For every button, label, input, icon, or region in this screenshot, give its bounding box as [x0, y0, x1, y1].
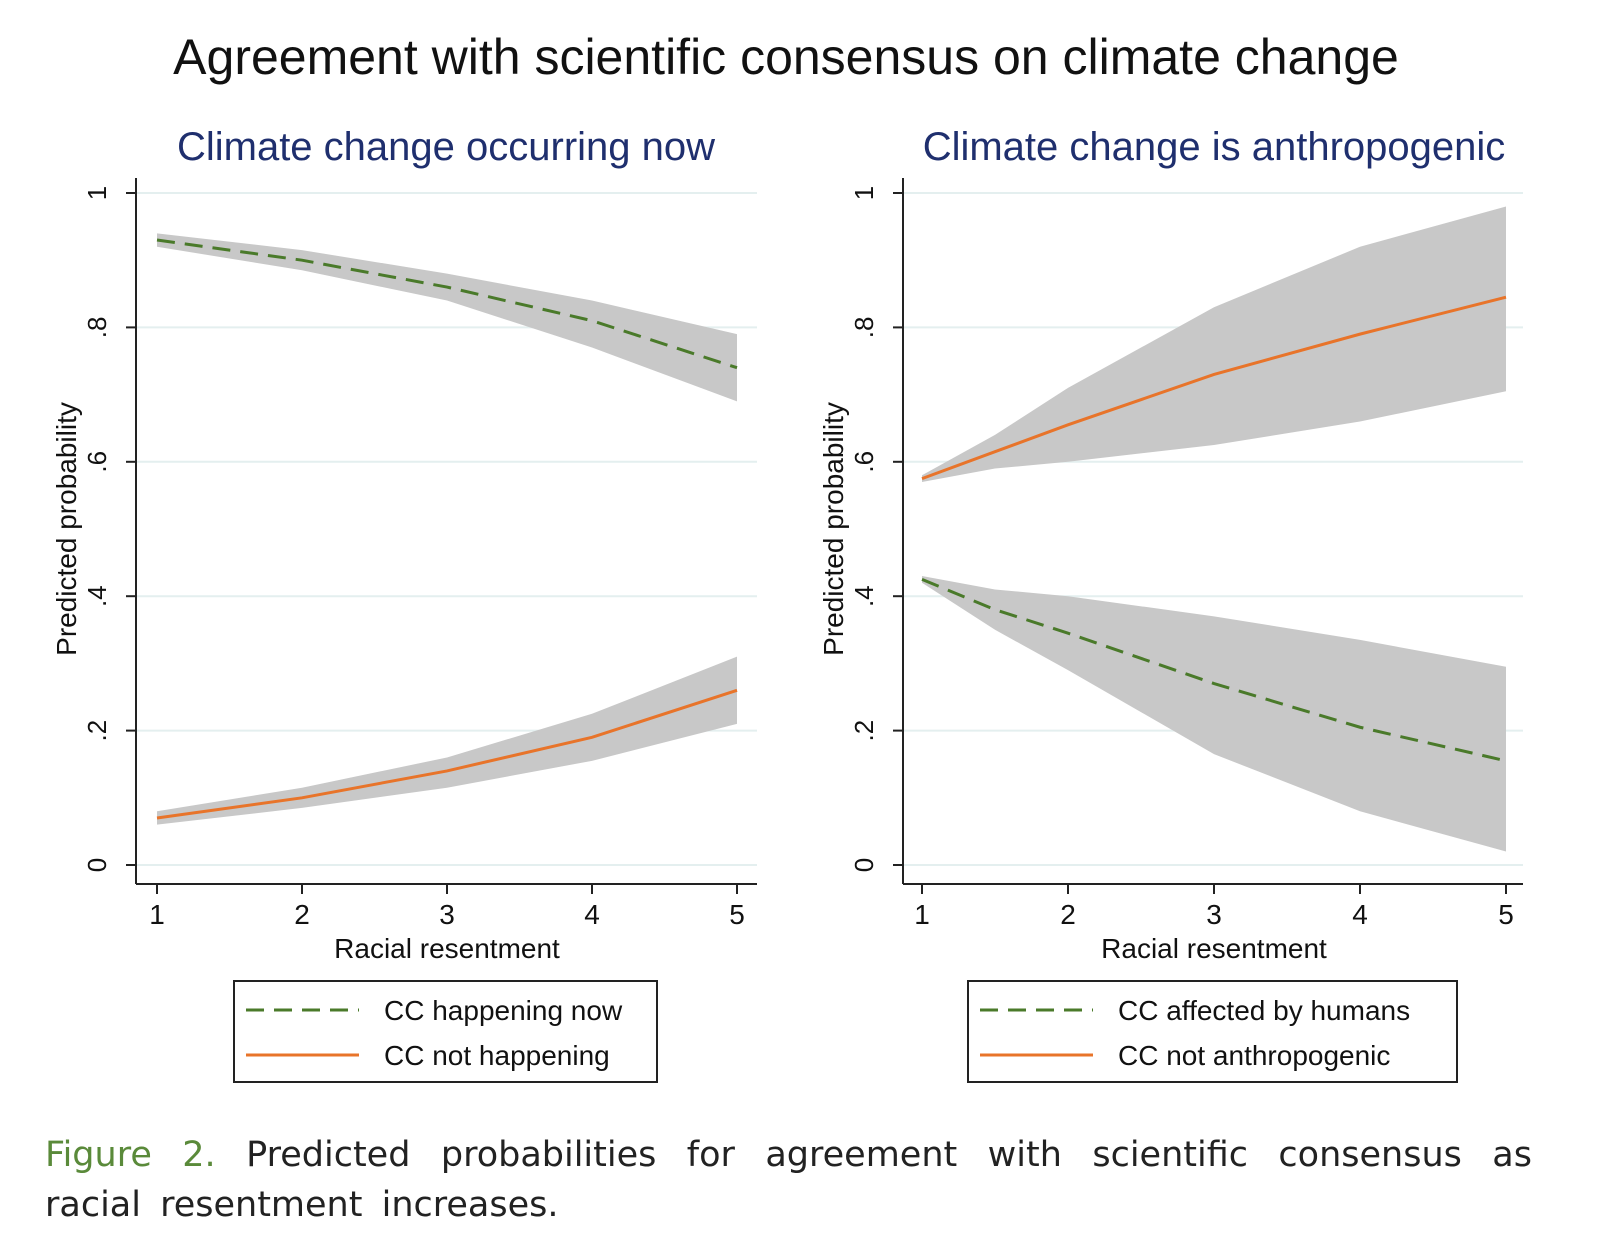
x-tick-label: 4 — [584, 899, 600, 930]
panel-right: 0 .2 .4 .6 .8 1 1 2 3 4 5 Racial resentment Predicte… — [818, 178, 1523, 1083]
caption-label: Figure 2. — [45, 1135, 216, 1175]
y-tick-label: 1 — [82, 186, 112, 200]
y-tick-label: .6 — [82, 451, 112, 473]
x-tick-label: 3 — [439, 899, 455, 930]
y-tick-label: .8 — [82, 317, 112, 339]
figure-title: Agreement with scientific consensus on c… — [173, 29, 1399, 85]
series-line — [156, 238, 738, 370]
x-tick-label: 5 — [1498, 899, 1514, 930]
series-line — [156, 688, 738, 820]
confidence-band — [157, 233, 737, 402]
y-axis-label: Predicted probability — [51, 402, 82, 656]
x-axis-label: Racial resentment — [1101, 933, 1327, 964]
panel-title-left: Climate change occurring now — [177, 125, 715, 169]
legend-box — [233, 980, 658, 1083]
confidence-band — [922, 576, 1506, 852]
x-tick-label: 2 — [1060, 899, 1076, 930]
y-tick-label: 0 — [82, 858, 112, 872]
y-tick-label: .4 — [82, 585, 112, 607]
y-tick-label: .8 — [849, 317, 879, 339]
y-tick-label: .2 — [849, 720, 879, 742]
y-tick-label: 1 — [849, 186, 879, 200]
x-tick-label: 2 — [294, 899, 310, 930]
x-tick-label: 1 — [149, 899, 165, 930]
x-axis-label: Racial resentment — [334, 933, 560, 964]
confidence-band — [157, 656, 737, 825]
legend-label: CC not anthropogenic — [1118, 1040, 1390, 1071]
caption-text: Predicted probabilities for agreement wi… — [45, 1135, 1532, 1225]
legend: CC happening now CC not happening — [233, 980, 658, 1083]
y-axis-label: Predicted probability — [818, 402, 849, 656]
y-tick-label: 0 — [849, 858, 879, 872]
legend-label: CC affected by humans — [1118, 995, 1410, 1026]
legend-box — [967, 980, 1458, 1083]
legend: CC affected by humans CC not anthropogeni… — [967, 980, 1458, 1083]
series-line — [921, 295, 1507, 481]
x-tick-label: 4 — [1352, 899, 1368, 930]
x-tick-label: 1 — [914, 899, 930, 930]
figure-caption: Figure 2. Predicted probabilities for ag… — [45, 1130, 1532, 1230]
x-tick-label: 3 — [1206, 899, 1222, 930]
y-tick-label: .4 — [849, 585, 879, 607]
series-line — [921, 578, 1507, 763]
figure: Agreement with scientific consensus on c… — [51, 29, 1523, 1083]
y-tick-label: .6 — [849, 451, 879, 473]
panel-left: 0 .2 .4 .6 .8 1 1 2 3 4 5 Racial resentment Predicte… — [51, 178, 757, 1083]
x-tick-label: 5 — [729, 899, 745, 930]
legend-label: CC not happening — [384, 1040, 610, 1071]
confidence-band — [922, 206, 1506, 482]
y-tick-label: .2 — [82, 720, 112, 742]
legend-label: CC happening now — [384, 995, 623, 1026]
panel-title-right: Climate change is anthropogenic — [923, 125, 1506, 169]
